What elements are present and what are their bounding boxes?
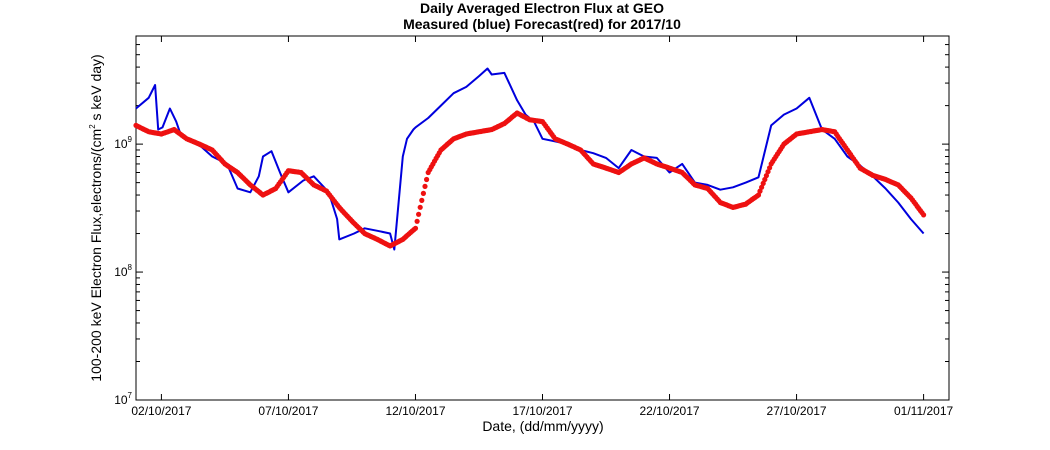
x-tick-label: 02/10/2017 — [131, 404, 191, 418]
series-markers-forecast — [133, 110, 927, 249]
forecast-point — [419, 197, 425, 203]
y-tick-label: 109 — [114, 135, 132, 151]
chart-title: Daily Averaged Electron Flux at GEO — [420, 0, 664, 16]
x-tick-label: 12/10/2017 — [385, 404, 445, 418]
forecast-point — [765, 169, 771, 175]
forecast-point — [412, 225, 419, 231]
y-axis-label-main: 100-200 keV Electron Flux,electrons/(cm — [88, 129, 104, 382]
x-axis-label: Date, (dd/mm/yyyy) — [482, 418, 603, 434]
forecast-point — [760, 180, 766, 186]
y-tick-label: 107 — [114, 391, 132, 407]
x-tick-label: 17/10/2017 — [512, 404, 572, 418]
forecast-point — [416, 211, 422, 217]
x-tick-label: 22/10/2017 — [640, 404, 700, 418]
forecast-point — [755, 192, 762, 198]
chart-subtitle: Measured (blue) Forecast(red) for 2017/1… — [403, 16, 681, 32]
forecast-point — [763, 173, 770, 179]
x-tick-label: 27/10/2017 — [767, 404, 827, 418]
y-tick-label: 108 — [114, 263, 132, 279]
y-axis-label-superscript: 2 — [88, 124, 97, 129]
plot-frame — [135, 35, 950, 401]
forecast-point — [420, 190, 426, 196]
forecast-point — [414, 218, 420, 224]
x-axis-ticks: 02/10/2017 07/10/2017 12/10/2017 17/10/2017… — [131, 36, 954, 418]
y-axis-label: 100-200 keV Electron Flux,electrons/(cm2… — [88, 54, 104, 381]
forecast-point — [767, 165, 773, 171]
y-axis-label-tail: s keV day) — [88, 54, 104, 124]
forecast-point — [424, 176, 430, 183]
forecast-point — [417, 204, 423, 210]
x-tick-label: 07/10/2017 — [258, 404, 318, 418]
forecast-point — [759, 184, 765, 190]
series-line-measured — [135, 67, 925, 251]
forecast-point — [762, 176, 768, 183]
forecast-point — [921, 212, 927, 218]
forecast-point — [422, 183, 428, 189]
y-axis-ticks: 107 108 109 — [114, 35, 949, 407]
x-tick-label: 01/11/2017 — [894, 404, 953, 418]
series-layer — [133, 67, 927, 251]
